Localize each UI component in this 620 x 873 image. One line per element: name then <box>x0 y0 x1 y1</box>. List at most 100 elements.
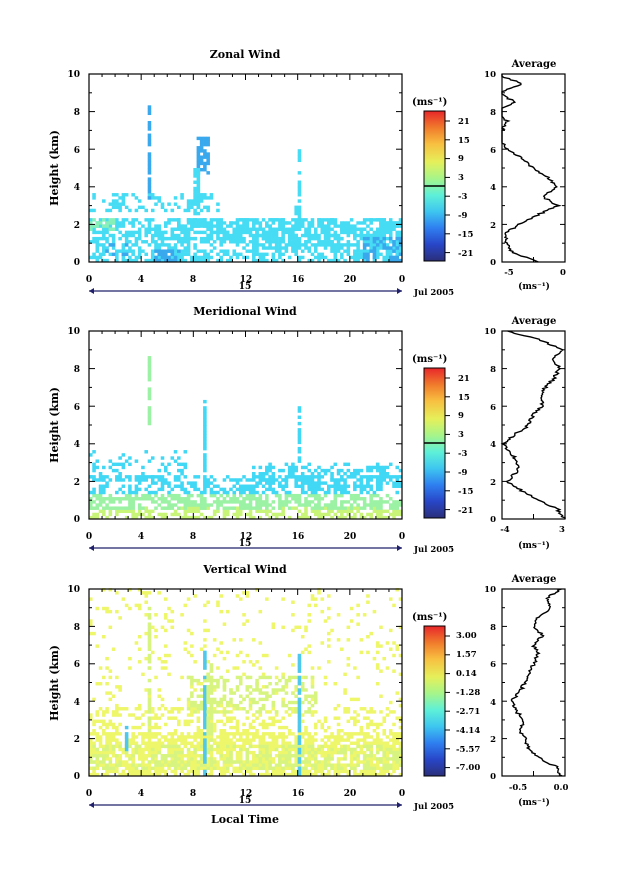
heatmap-cell <box>137 725 142 730</box>
heatmap-cell <box>196 221 201 225</box>
heatmap-cell <box>336 493 341 498</box>
heatmap-cell <box>229 688 233 692</box>
heatmap-cell <box>95 763 100 767</box>
heatmap-cell <box>206 707 210 711</box>
heatmap-cell <box>385 230 390 235</box>
heatmap-cell <box>392 641 396 645</box>
heatmap-cell <box>271 707 276 711</box>
heatmap-cell <box>134 747 139 752</box>
heatmap-cell <box>180 741 184 745</box>
heatmap-cell <box>323 763 328 767</box>
heatmap-cell <box>199 707 204 711</box>
heatmap-cell <box>366 481 370 485</box>
heatmap-cell <box>190 227 194 231</box>
heatmap-cell <box>395 500 400 504</box>
heatmap-cell <box>157 769 162 774</box>
heatmap-cell <box>196 146 201 150</box>
heatmap-cell <box>310 744 315 749</box>
heatmap-cell <box>196 710 201 714</box>
heatmap-cell <box>137 757 142 761</box>
heatmap-cell <box>278 732 282 736</box>
heatmap-cell <box>108 493 113 498</box>
heatmap-cell <box>297 741 302 745</box>
heatmap-cell <box>242 672 246 677</box>
heatmap-cell <box>362 744 367 749</box>
heatmap-cell <box>278 240 282 244</box>
heatmap-cell <box>382 763 386 767</box>
heatmap-cell <box>336 506 341 510</box>
heatmap-cell <box>294 694 298 698</box>
heatmap-cell <box>252 763 256 767</box>
heatmap-cell <box>255 732 259 736</box>
heatmap-cell <box>265 597 269 601</box>
heatmap-cell <box>265 744 269 749</box>
heatmap-cell <box>398 672 403 677</box>
heatmap-cell <box>304 243 308 247</box>
heatmap-cell <box>304 772 308 777</box>
heatmap-cell <box>271 252 276 257</box>
heatmap-cell <box>147 378 152 382</box>
heatmap-cell <box>261 685 266 689</box>
heatmap-cell <box>242 236 246 241</box>
heatmap-cell <box>333 716 338 720</box>
heatmap-cell <box>154 490 158 495</box>
heatmap-cell <box>330 233 334 238</box>
heatmap-cell <box>186 732 191 736</box>
heatmap-cell <box>307 754 312 758</box>
heatmap-cell <box>147 750 152 755</box>
heatmap-cell <box>245 694 250 698</box>
avg-x-unit: (ms⁻¹) <box>518 540 550 551</box>
heatmap-cell <box>327 224 331 228</box>
heatmap-cell <box>98 503 103 507</box>
heatmap-cell <box>115 512 119 517</box>
heatmap-cell <box>265 747 269 752</box>
heatmap-cell <box>157 246 162 250</box>
heatmap-cell <box>278 243 282 247</box>
heatmap-cell <box>177 710 181 714</box>
heatmap-cell <box>180 227 184 231</box>
heatmap-cell <box>147 136 152 141</box>
heatmap-cell <box>323 468 328 473</box>
heatmap-cell <box>89 760 93 764</box>
axis-ticks <box>88 588 403 777</box>
heatmap-cell <box>287 766 292 771</box>
heatmap-cell <box>219 735 223 739</box>
heatmap-cell <box>245 685 250 689</box>
heatmap-cell <box>252 240 256 244</box>
heatmap-cell <box>157 255 162 260</box>
heatmap-cell <box>102 249 106 253</box>
heatmap-cell <box>255 685 259 689</box>
heatmap-cell <box>310 252 315 257</box>
heatmap-cell <box>382 732 386 736</box>
heatmap-cell <box>333 769 338 774</box>
heatmap-cell <box>340 468 344 473</box>
heatmap-cell <box>203 481 207 485</box>
heatmap-cell <box>261 227 266 231</box>
heatmap-cell <box>108 202 113 206</box>
heatmap-cell <box>193 484 197 488</box>
heatmap-cell <box>265 500 269 504</box>
heatmap-cell <box>131 732 135 736</box>
heatmap-cell <box>196 506 201 510</box>
heatmap-cell <box>124 236 129 241</box>
heatmap-cell <box>115 258 119 263</box>
heatmap-cell <box>287 255 292 260</box>
heatmap-cell <box>385 249 390 253</box>
heatmap-cell <box>284 484 289 488</box>
heatmap-cell <box>173 246 178 250</box>
heatmap-cell <box>177 738 181 742</box>
heatmap-cell <box>356 506 360 510</box>
heatmap-cell <box>388 628 393 633</box>
heatmap-cell <box>89 716 93 720</box>
heatmap-cell <box>216 750 220 755</box>
heatmap-cell <box>317 763 321 767</box>
heatmap-cell <box>320 754 325 758</box>
heatmap-cell <box>310 754 315 758</box>
heatmap-cell <box>310 763 315 767</box>
heatmap-cell <box>248 685 253 689</box>
heatmap-cell <box>297 406 302 410</box>
heatmap-cell <box>118 685 122 689</box>
heatmap-cell <box>300 487 305 492</box>
heatmap-cell <box>199 142 204 147</box>
heatmap-cell <box>255 475 259 479</box>
